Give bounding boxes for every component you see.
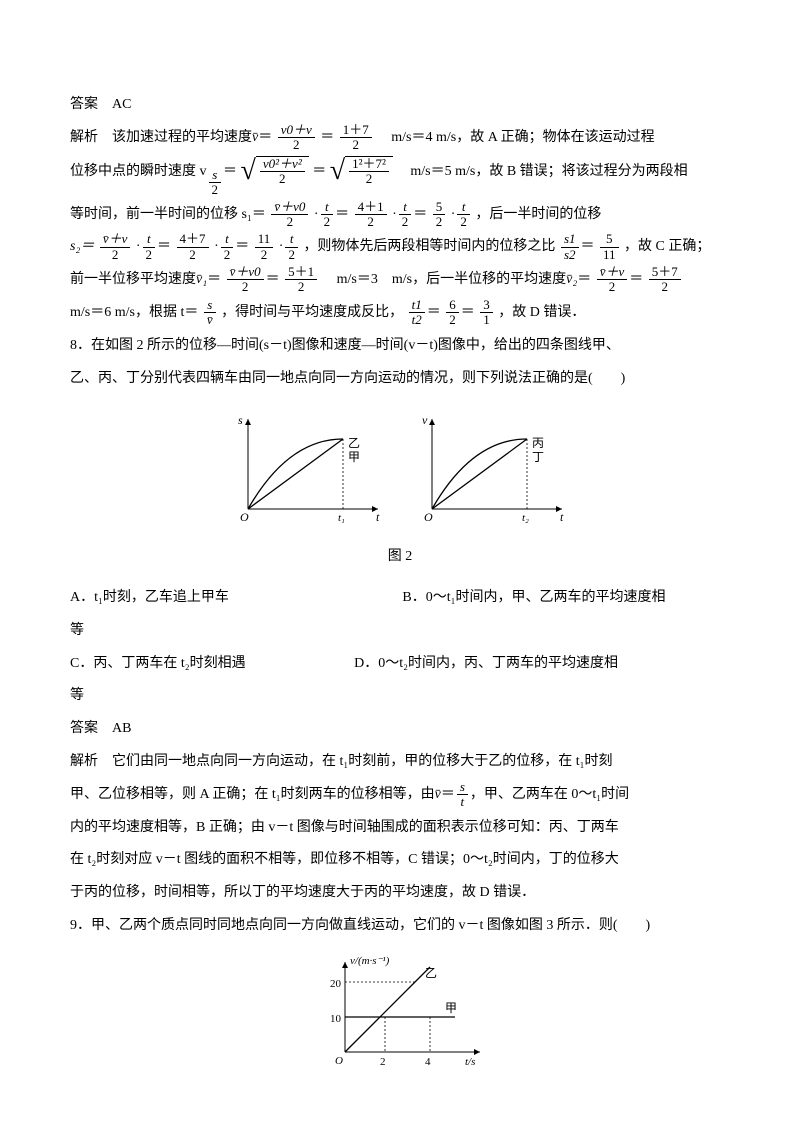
text: ，甲、乙两车在 0～t₁时间 (470, 787, 629, 802)
q8-stem-2: 乙、丙、丁分别代表四辆车由同一地点向同一方向运动的情况，则下列说法正确的是( ) (70, 364, 730, 395)
graph-st: s t O t₁ 乙 甲 (228, 409, 388, 524)
text: 位移中点的瞬时速度 v (70, 164, 207, 179)
svg-text:s: s (238, 413, 243, 427)
frac: t2 (457, 200, 470, 230)
frac: t2 (399, 200, 412, 230)
text: 等时间，前一半时间的位移 s₁＝ (70, 207, 266, 222)
text: m/s＝5 m/s，故 B 错误；将该过程分为两段相 (396, 164, 687, 179)
text: ，故 C 正确； (624, 239, 710, 254)
analysis-7-line5: 前一半位移平均速度v̄₁＝ v̄＋v02＝ 5＋12 m/s＝3 m/s，后一半… (70, 265, 730, 296)
svg-text:2: 2 (380, 1056, 386, 1068)
text: m/s＝6 m/s，根据 t＝ (70, 305, 198, 320)
frac: 5＋12 (285, 265, 317, 295)
frac: v̄＋v02 (227, 265, 264, 295)
text: ，则物体先后两段相等时间内的位移之比 (303, 239, 555, 254)
frac: 112 (255, 232, 274, 262)
text: ，故 D 错误． (498, 305, 585, 320)
q8-graphs: s t O t₁ 乙 甲 v t O t₂ 丙 丁 (70, 409, 730, 537)
q8-ana1: 解析 它们由同一地点向同一方向运动，在 t₁时刻前，甲的位移大于乙的位移，在 t… (70, 747, 730, 778)
vbar: v̄₂ (566, 272, 577, 287)
text: m/s＝3 m/s，后一半位移的平均速度 (323, 272, 566, 287)
frac: 5＋72 (649, 265, 681, 295)
svg-text:10: 10 (330, 1013, 342, 1025)
text: ，后一半时间的位移 (475, 207, 601, 222)
vbar: v̄ (435, 787, 441, 802)
svg-text:t₁: t₁ (338, 512, 345, 524)
text: s₂＝ (70, 239, 94, 254)
svg-text:O: O (424, 510, 433, 524)
svg-text:t/s: t/s (465, 1056, 475, 1068)
q8-optA: A．t₁时刻，乙车追上甲车 (70, 590, 229, 605)
frac: t2 (143, 232, 156, 262)
analysis-7-line2: 位移中点的瞬时速度 vs2＝ √v0²＋v²2 ＝ √1²＋7²2 m/s＝5 … (70, 156, 730, 198)
q8-ana3: 内的平均速度相等，B 正确；由 v－t 图像与时间轴围成的面积表示位移可知：丙、… (70, 813, 730, 844)
svg-text:20: 20 (330, 978, 342, 990)
frac: 1＋72 (340, 123, 372, 153)
frac: st (457, 780, 468, 810)
q8-answer: 答案 AB (70, 714, 730, 745)
q8-row-cd: C．丙、丁两车在 t₂时刻相遇 D．0～t₂时间内，丙、丁两车的平均速度相 (70, 649, 730, 680)
analysis-7-line3: 等时间，前一半时间的位移 s₁＝ v̄＋v02 ·t2＝ 4＋12 ·t2＝ 5… (70, 200, 730, 231)
subscript: s2 (207, 168, 224, 198)
svg-text:甲: 甲 (348, 450, 360, 464)
frac: 511 (600, 232, 619, 262)
text: 解析 该加速过程的平均速度 (70, 130, 252, 145)
sqrt: √1²＋7²2 (330, 156, 393, 188)
text: 甲、乙位移相等，则 A 正确；在 t₁时刻两车的位移相等，由 (70, 787, 435, 802)
frac: t2 (321, 200, 334, 230)
svg-text:4: 4 (425, 1056, 431, 1068)
svg-text:v: v (422, 413, 428, 427)
q8-optD: D．0～t₂时间内，丙、丁两车的平均速度相 (354, 649, 618, 680)
frac: v̄＋v2 (597, 265, 628, 295)
graph-q9: v/(m·s⁻¹) t/s O 10 20 2 4 乙 甲 (310, 952, 490, 1072)
frac: v0＋v2 (278, 123, 315, 153)
svg-text:t: t (376, 510, 380, 524)
frac: s1s2 (561, 232, 579, 262)
svg-text:v/(m·s⁻¹): v/(m·s⁻¹) (350, 955, 390, 967)
svg-text:丙: 丙 (532, 436, 544, 450)
svg-text:乙: 乙 (425, 966, 437, 980)
frac: 4＋72 (177, 232, 209, 262)
q9-stem: 9．甲、乙两个质点同时同地点向同一方向做直线运动，它们的 v－t 图像如图 3 … (70, 911, 730, 942)
frac: v̄＋v2 (100, 232, 131, 262)
q8-ana2: 甲、乙位移相等，则 A 正确；在 t₁时刻两车的位移相等，由v̄＝st，甲、乙两… (70, 780, 730, 811)
q8-ana5: 于丙的位移，时间相等，所以丁的平均速度大于丙的平均速度，故 D 错误． (70, 878, 730, 909)
q8-optB2: 等 (70, 616, 730, 647)
q8-optC: C．丙、丁两车在 t₂时刻相遇 (70, 656, 246, 671)
q9-graph: v/(m·s⁻¹) t/s O 10 20 2 4 乙 甲 (70, 952, 730, 1085)
frac: 62 (446, 298, 459, 328)
frac: 31 (480, 298, 493, 328)
svg-text:t: t (560, 510, 564, 524)
q8-ana4: 在 t₂时刻对应 v－t 图线的面积不相等，即位移不相等，C 错误；0～t₂时间… (70, 845, 730, 876)
svg-text:O: O (240, 510, 249, 524)
analysis-7-line4: s₂＝ v̄＋v2 ·t2＝ 4＋72 ·t2＝ 112 ·t2 ，则物体先后两… (70, 232, 730, 263)
analysis-7-line1: 解析 该加速过程的平均速度v̄＝ v0＋v2 ＝ 1＋72 m/s＝4 m/s，… (70, 123, 730, 154)
frac: t1t2 (409, 298, 425, 328)
q8-optD2: 等 (70, 681, 730, 712)
vbar: v̄ (252, 130, 258, 145)
frac: t2 (285, 232, 298, 262)
q8-row-ab: A．t₁时刻，乙车追上甲车 B．0～t₁时间内，甲、乙两车的平均速度相 (70, 583, 730, 614)
q8-caption: 图 2 (70, 542, 730, 573)
frac: sv̄ (204, 298, 216, 328)
frac: 4＋12 (355, 200, 387, 230)
text: 前一半位移平均速度 (70, 272, 196, 287)
svg-text:甲: 甲 (445, 1001, 457, 1015)
frac: v̄＋v02 (271, 200, 308, 230)
graph-vt: v t O t₂ 丙 丁 (412, 409, 572, 524)
frac: 52 (433, 200, 446, 230)
text: m/s＝4 m/s，故 A 正确；物体在该运动过程 (377, 130, 654, 145)
svg-text:乙: 乙 (348, 436, 360, 450)
svg-text:t₂: t₂ (522, 512, 529, 524)
svg-text:丁: 丁 (532, 450, 544, 464)
answer-7: 答案 AC (70, 90, 730, 121)
q8-stem-1: 8．在如图 2 所示的位移—时间(s－t)图像和速度—时间(v－t)图像中，给出… (70, 331, 730, 362)
text: ，得时间与平均速度成反比， (221, 305, 403, 320)
frac: t2 (221, 232, 234, 262)
vbar: v̄₁ (196, 272, 207, 287)
sqrt: √v0²＋v²2 (241, 156, 309, 188)
q8-optB: B．0～t₁时间内，甲、乙两车的平均速度相 (402, 583, 665, 614)
svg-text:O: O (335, 1055, 343, 1067)
analysis-7-line6: m/s＝6 m/s，根据 t＝ sv̄ ，得时间与平均速度成反比， t1t2＝ … (70, 298, 730, 329)
